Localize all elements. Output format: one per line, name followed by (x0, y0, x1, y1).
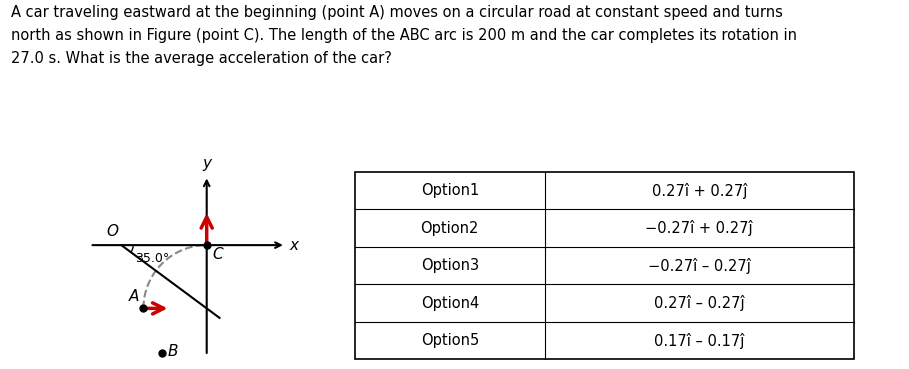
Text: C: C (213, 247, 223, 262)
Text: A: A (128, 289, 139, 304)
Text: Option2: Option2 (421, 221, 479, 236)
Text: y: y (202, 156, 211, 171)
Text: −0.27î – 0.27ĵ: −0.27î – 0.27ĵ (648, 258, 751, 274)
Text: Option3: Option3 (421, 258, 479, 273)
Text: 0.27î – 0.27ĵ: 0.27î – 0.27ĵ (654, 295, 744, 311)
Text: Option1: Option1 (421, 183, 479, 198)
Text: x: x (289, 238, 298, 253)
Text: −0.27î + 0.27ĵ: −0.27î + 0.27ĵ (645, 220, 754, 236)
Text: B: B (167, 344, 178, 359)
Text: Option5: Option5 (421, 333, 479, 348)
Text: 35.0°: 35.0° (135, 252, 169, 265)
Text: 0.27î + 0.27ĵ: 0.27î + 0.27ĵ (652, 183, 747, 199)
Text: A car traveling eastward at the beginning (point A) moves on a circular road at : A car traveling eastward at the beginnin… (11, 5, 797, 66)
Text: O: O (106, 224, 119, 239)
Bar (355, 172, 854, 359)
Text: 0.17î – 0.17ĵ: 0.17î – 0.17ĵ (654, 332, 744, 349)
Text: Option4: Option4 (421, 296, 479, 311)
